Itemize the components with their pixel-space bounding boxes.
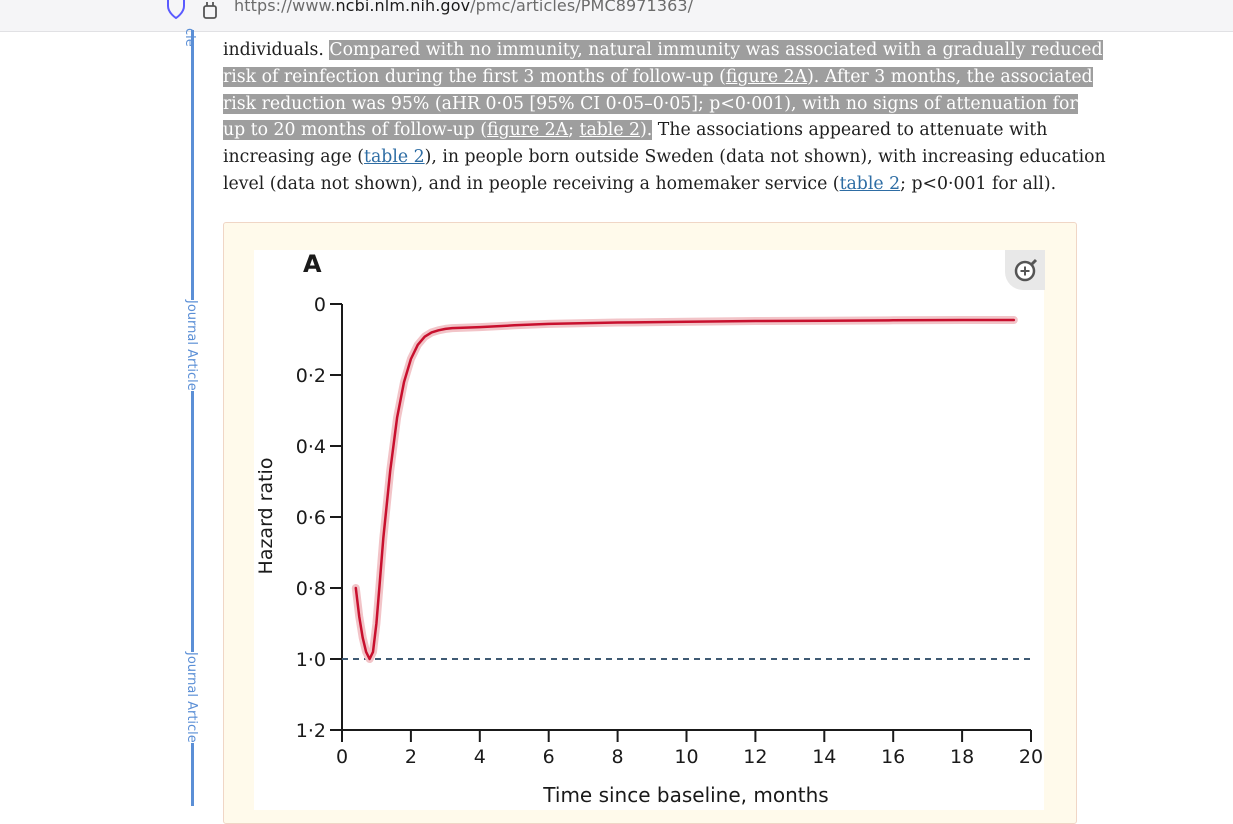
url-path: /pmc/articles/PMC8971363/ [470,0,694,15]
text-line: risk reduction was 95% (aHR 0·05 [95% CI… [223,91,1083,118]
sidebar-rail [191,30,194,806]
y-axis-label: Hazard ratio [255,458,277,575]
highlighted-text: risk of reinfection during the first 3 m… [223,66,1093,87]
highlighted-text: risk reduction was 95% (aHR 0·05 [95% CI… [223,93,1078,114]
y-tick-label: 1·0 [296,649,326,671]
text-line: increasing age (table 2), in people born… [223,144,1106,171]
y-tick-label: 0·4 [296,436,326,458]
x-tick-label: 12 [743,746,767,768]
x-axis-label: Time since baseline, months [542,783,828,806]
x-tick-label: 16 [881,746,905,768]
text-line: up to 20 months of follow-up (figure 2A;… [223,117,1083,144]
text-run: The associations appeared to attenuate w… [652,120,1048,141]
y-tick-label: 0 [314,294,326,316]
url-domain: ncbi.nlm.nih.gov [335,0,471,15]
url-text[interactable]: https://www.ncbi.nlm.nih.gov/pmc/article… [234,0,693,15]
highlighted-text: up to 20 months of follow-up (figure 2A;… [223,120,653,141]
shield-icon[interactable] [164,0,188,20]
table-2-link[interactable]: table 2 [364,147,425,168]
panel-label: A [303,250,322,278]
x-tick-label: 14 [812,746,836,768]
x-tick-label: 10 [674,746,698,768]
text-run: ). After 3 months, the associated [807,66,1093,87]
url-prefix: https://www. [234,0,336,15]
zoom-button[interactable] [1005,250,1045,290]
plot-area [342,316,1031,663]
text-run: ). [640,120,653,141]
figure-2a-link[interactable]: figure 2A [725,66,808,87]
y-tick-label: 0·6 [296,507,326,529]
hazard-ratio-line [354,318,1016,661]
x-tick-label: 20 [1019,746,1043,768]
axes: 0 0·2 0·4 0·6 0·8 1·0 1·2 0 2 4 6 8 10 12 14 16 18 20 [296,294,1043,768]
table-2-link[interactable]: table 2 [839,173,901,194]
y-tick-label: 1·2 [296,720,326,742]
text-line: individuals. Compared with no immunity, … [223,37,1103,64]
x-tick-label: 8 [612,746,624,768]
hazard-ratio-chart: A Hazard ratio Time since baseline, mont… [255,250,1043,806]
table-2-link[interactable]: table 2 [579,120,641,141]
text-line: level (data not shown), and in people re… [223,171,1083,198]
x-tick-label: 2 [405,746,417,768]
address-bar[interactable]: https://www.ncbi.nlm.nih.gov/pmc/article… [0,0,1233,32]
figure-2a-link[interactable]: figure 2A [486,120,569,141]
y-tick-label: 0·2 [296,365,326,387]
lock-icon[interactable] [202,0,220,20]
text-run: level (data not shown), and in people re… [223,173,840,194]
text-run: ; p<0·001 for all). [900,173,1057,194]
text-run: increasing age ( [223,147,365,168]
confidence-band [351,316,1018,663]
x-tick-label: 6 [543,746,555,768]
zoom-in-magnifier-icon [1014,258,1038,282]
highlighted-text: Compared with no immunity, natural immun… [329,40,1103,60]
article-paragraph: individuals. Compared with no immunity, … [223,37,1106,198]
text-run: individuals. [223,40,324,60]
text-run: ), in people born outside Sweden (data n… [424,147,1106,168]
x-tick-label: 18 [950,746,974,768]
text-run: up to 20 months of follow-up ( [223,120,487,141]
x-tick-label: 4 [474,746,486,768]
text-line: risk of reinfection during the first 3 m… [223,64,1093,91]
x-tick-label: 0 [336,746,348,768]
y-tick-label: 0·8 [296,578,326,600]
text-run: risk of reinfection during the first 3 m… [223,66,726,87]
text-run: ; [568,120,580,141]
